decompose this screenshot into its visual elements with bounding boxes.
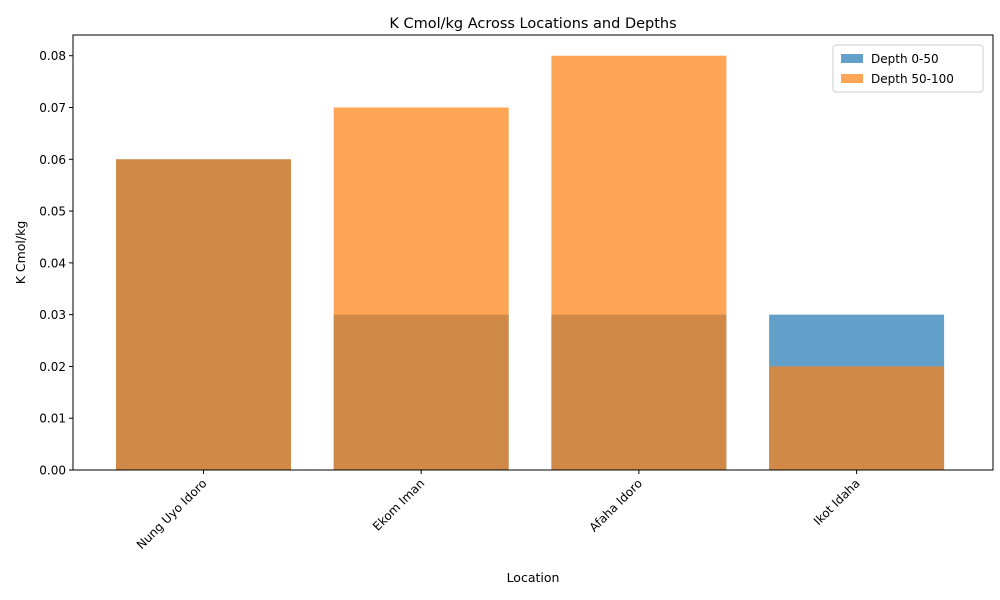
y-tick-label: 0.05 (39, 205, 66, 219)
legend: Depth 0-50 Depth 50-100 (832, 44, 984, 93)
chart-title: K Cmol/kg Across Locations and Depths (389, 16, 676, 32)
x-tick-label: Ikot Idaha (811, 476, 863, 528)
bar-depth-50-100 (333, 107, 509, 470)
x-tick-label: Ekom Iman (370, 476, 427, 533)
legend-swatch (841, 54, 863, 63)
y-tick-label: 0.02 (39, 360, 66, 374)
y-tick-label: 0.03 (39, 308, 66, 322)
x-axis-ticks: Nung Uyo Idoro Ekom Iman Afaha Idoro Ikot I… (134, 470, 863, 552)
bars-group (116, 55, 945, 471)
y-axis-ticks: 0.00 0.01 0.02 0.03 0.04 0.05 0.06 0.07 0.08 (39, 49, 73, 478)
bar-depth-50-100 (116, 159, 291, 471)
x-tick-label: Afaha Idoro (587, 476, 645, 534)
y-tick-label: 0.06 (39, 153, 66, 167)
x-axis-label: Location (507, 570, 560, 585)
y-tick-label: 0.00 (39, 464, 66, 478)
y-tick-label: 0.07 (39, 101, 66, 115)
legend-box (832, 44, 984, 93)
y-axis-label: K Cmol/kg (13, 221, 28, 285)
y-tick-label: 0.01 (39, 412, 66, 426)
y-tick-label: 0.04 (39, 256, 66, 270)
legend-label: Depth 50-100 (871, 72, 954, 86)
y-tick-label: 0.08 (39, 49, 66, 63)
legend-label: Depth 0-50 (871, 52, 939, 66)
plot-frame (72, 34, 994, 471)
x-tick-label: Nung Uyo Idoro (134, 476, 210, 552)
bar-depth-50-100 (551, 55, 727, 470)
legend-swatch (841, 74, 863, 83)
bar-depth-50-100 (769, 366, 945, 470)
